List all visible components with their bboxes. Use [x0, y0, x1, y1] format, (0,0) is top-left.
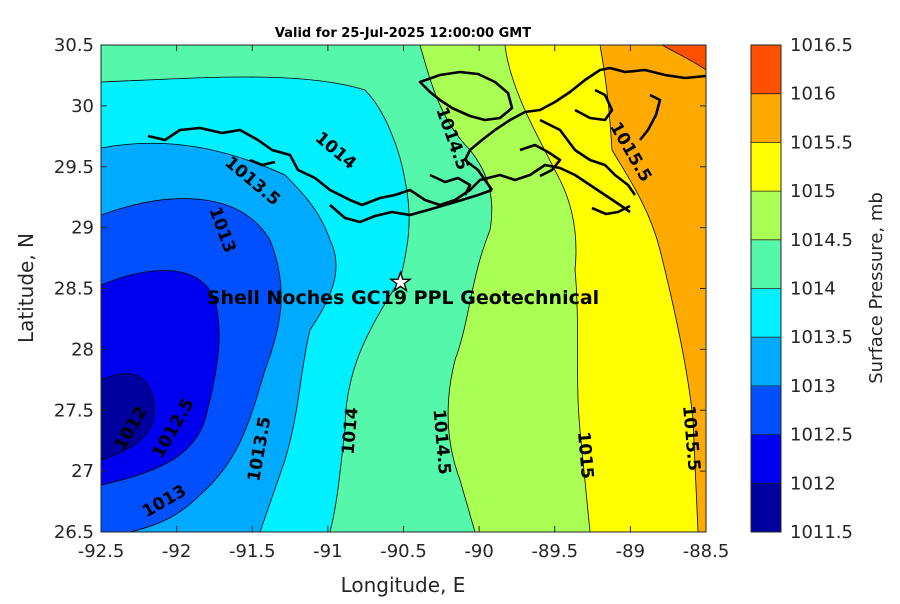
colorbar-tick-label: 1015 [790, 181, 836, 202]
y-tick-label: 27 [71, 461, 94, 482]
colorbar-swatch [751, 483, 781, 533]
colorbar-swatch [751, 191, 781, 241]
colorbar-swatch [751, 288, 781, 338]
band-1011-5 [101, 373, 155, 460]
colorbar-swatch [751, 434, 781, 484]
y-tick-label: 30.5 [54, 35, 94, 56]
x-tick-label: -90.5 [380, 541, 427, 562]
y-axis-label: Latitude, N [14, 233, 38, 343]
colorbar [751, 45, 781, 533]
colorbar-swatch [751, 385, 781, 436]
y-tick-label: 27.5 [54, 400, 94, 421]
band-1016 [662, 45, 706, 70]
colorbar-ticks: 1016.5 1016 1015.5 1015 1014.5 1014 1013.5 1013… [751, 35, 853, 543]
y-tick-label: 29 [71, 218, 94, 239]
x-tick-label: -92.5 [78, 541, 125, 562]
y-tick-label: 30 [71, 96, 94, 117]
chart-title: Valid for 25-Jul-2025 12:00:00 GMT [275, 26, 531, 41]
colorbar-tick-label: 1012 [790, 473, 836, 494]
contour-line-1012 [101, 373, 155, 461]
colorbar-swatch [751, 45, 781, 95]
contour-line-1013 [101, 198, 282, 532]
colorbar-tick-label: 1015.5 [790, 132, 853, 153]
colorbar-tick-label: 1016 [790, 84, 836, 105]
x-tick-label: -91.5 [229, 541, 276, 562]
y-axis-ticks: 30.5 30 29.5 29 28.5 28 27.5 27 26.5 [54, 35, 706, 543]
colorbar-tick-label: 1011.5 [790, 522, 853, 543]
plot-area: 10121012.5101310131013.51013.51014101410… [101, 45, 706, 532]
x-tick-label: -90 [464, 541, 493, 562]
colorbar-swatch [751, 93, 781, 143]
x-axis-ticks: -92.5 -92 -91.5 -91 -90.5 -90 -89.5 -89 -88.5 [78, 45, 730, 562]
colorbar-swatch [751, 142, 781, 192]
x-tick-label: -89 [616, 541, 645, 562]
colorbar-tick-label: 1016.5 [790, 35, 853, 56]
colorbar-label: Surface Pressure, mb [866, 192, 887, 384]
y-tick-label: 26.5 [54, 522, 94, 543]
colorbar-tick-label: 1013 [790, 376, 836, 397]
colorbar-swatch [751, 239, 781, 289]
contour-line-1014 [101, 76, 410, 532]
contour-label: 1015 [573, 431, 597, 480]
site-label: Shell Noches GC19 PPL Geotechnical [207, 287, 599, 309]
x-tick-label: -88.5 [683, 541, 730, 562]
x-axis-label: Longitude, E [341, 573, 466, 597]
site-marker-star [388, 270, 413, 293]
x-tick-label: -89.5 [531, 541, 578, 562]
contour-lines [101, 45, 706, 532]
contour-line-1015-5 [599, 45, 699, 532]
y-tick-label: 29.5 [54, 157, 94, 178]
y-tick-label: 28.5 [54, 279, 94, 300]
x-tick-label: -92 [162, 541, 191, 562]
colorbar-tick-label: 1014 [790, 279, 836, 300]
colorbar-tick-label: 1013.5 [790, 327, 853, 348]
contour-line-1016 [661, 45, 706, 71]
contour-line-1013-5 [101, 142, 337, 532]
coastline [147, 66, 706, 224]
contour-label: 1014 [339, 406, 363, 455]
x-tick-label: -91 [313, 541, 342, 562]
colorbar-swatch [751, 337, 781, 387]
contour-line-1014-5 [419, 45, 493, 532]
colorbar-tick-label: 1014.5 [790, 230, 853, 251]
contour-line-1012-5 [101, 270, 220, 486]
y-tick-label: 28 [71, 339, 94, 360]
colorbar-tick-label: 1012.5 [790, 425, 853, 446]
